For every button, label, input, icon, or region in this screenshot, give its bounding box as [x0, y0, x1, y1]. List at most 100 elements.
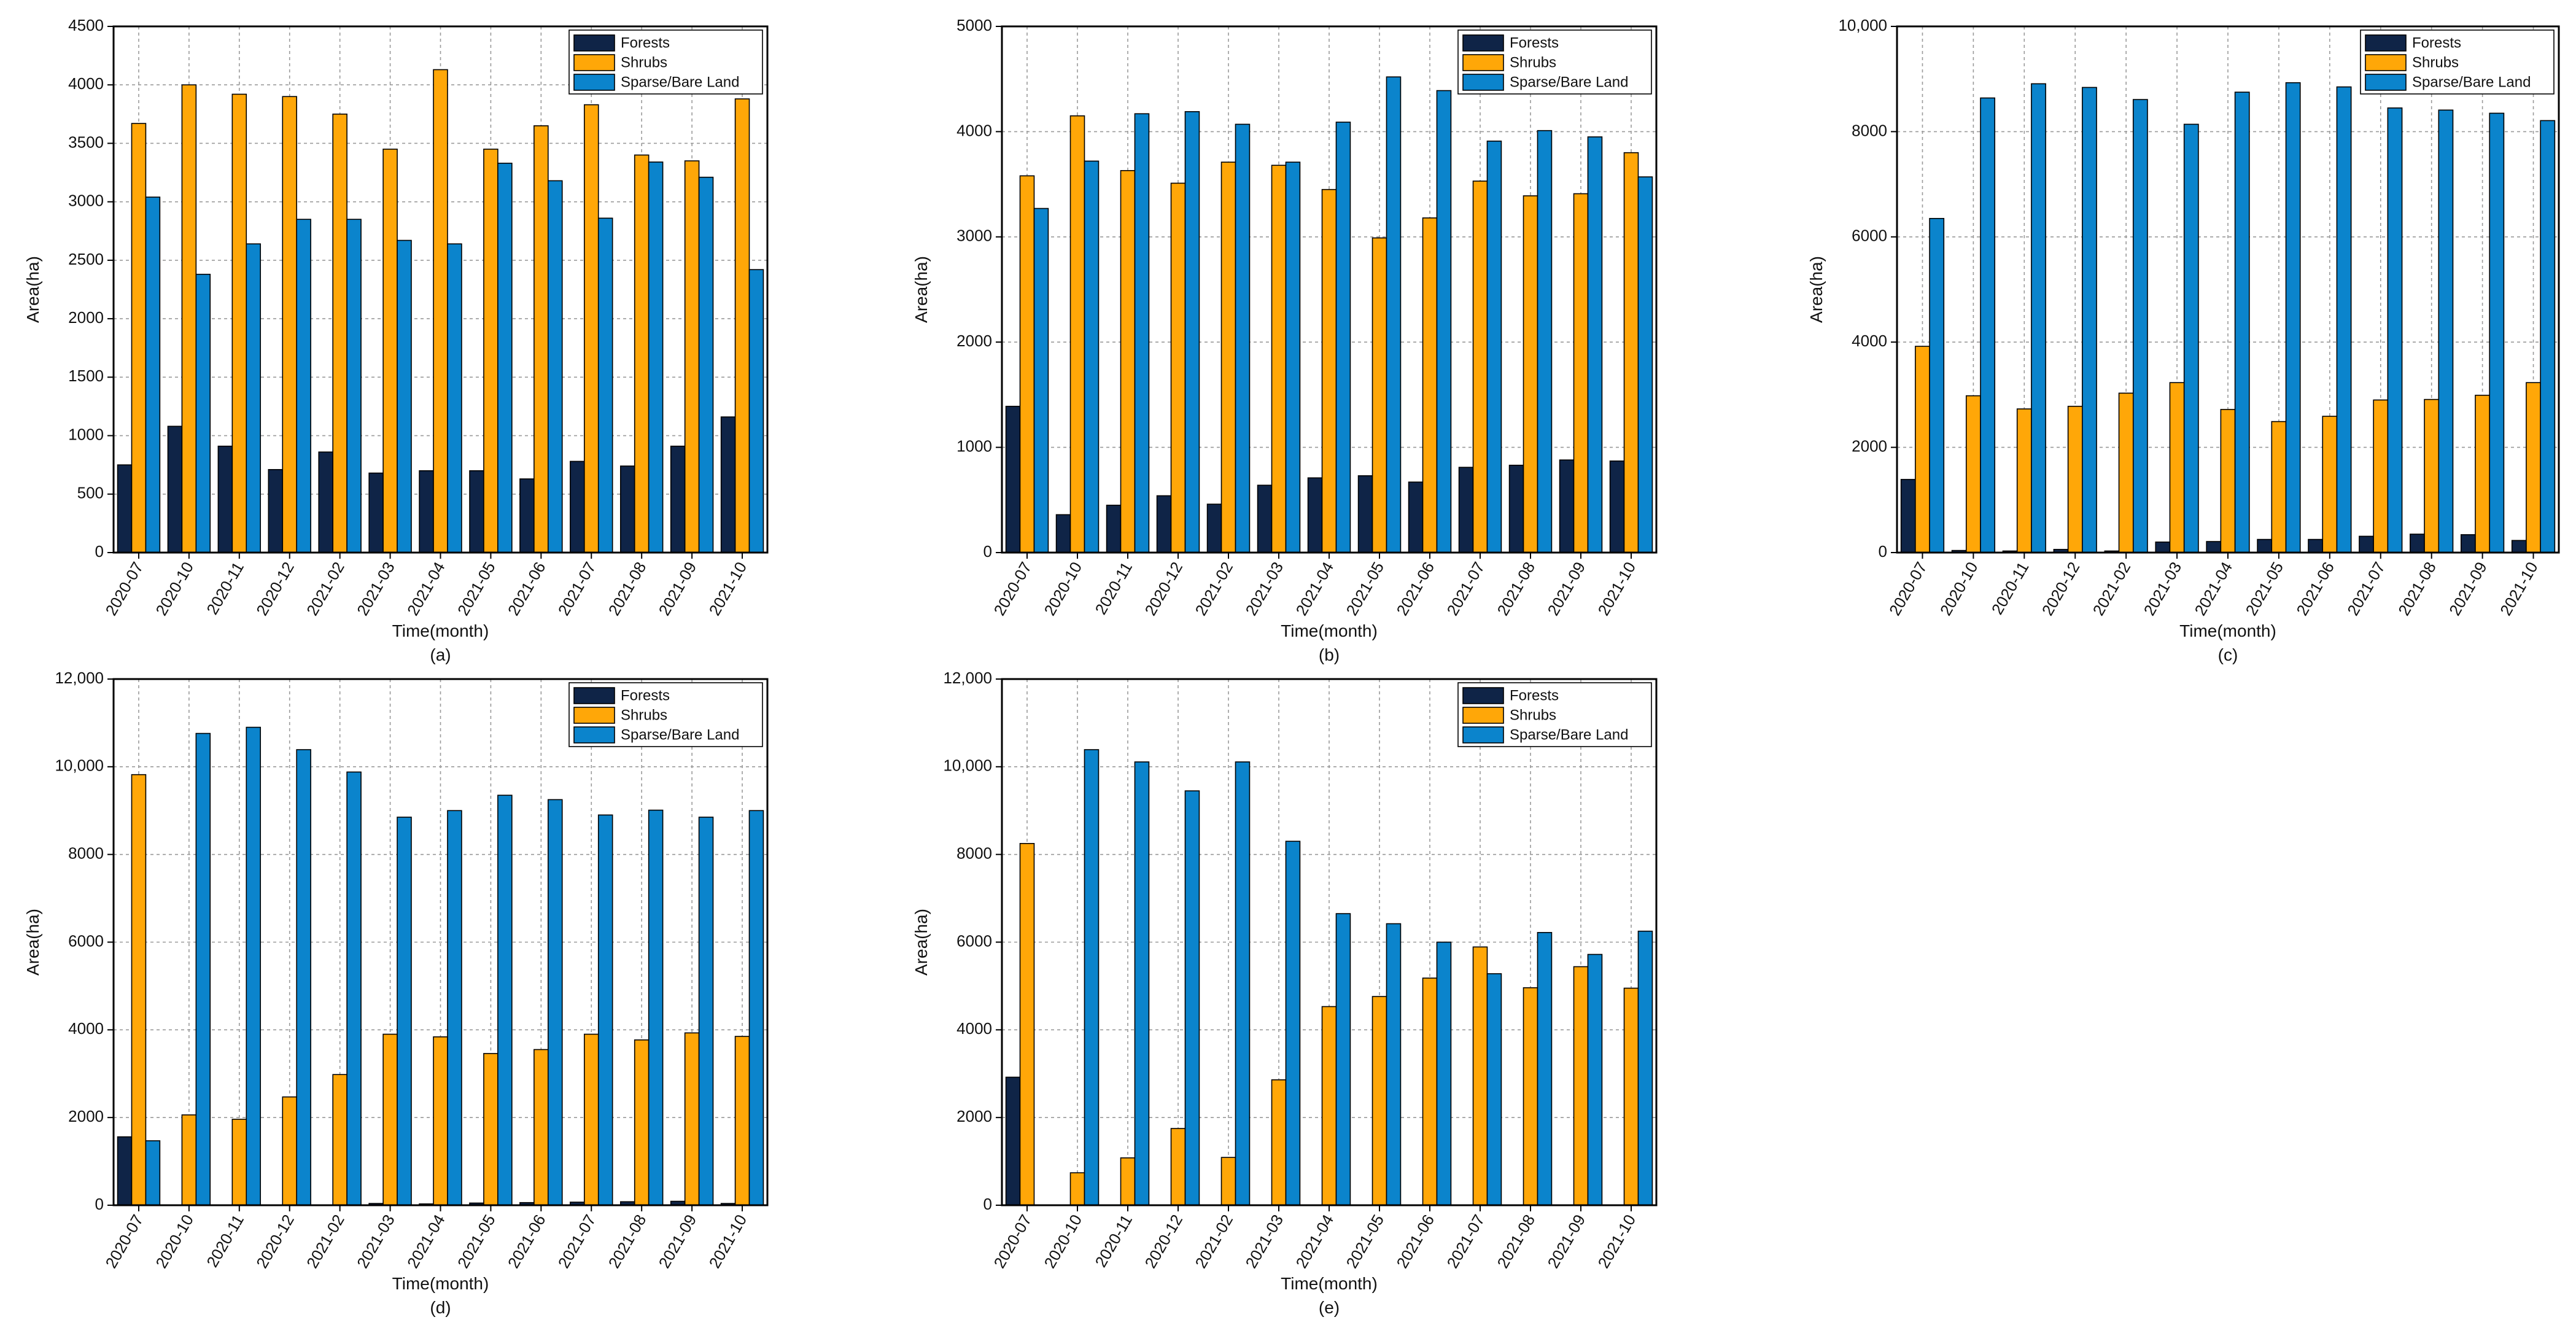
legend-swatch-forests — [573, 34, 615, 52]
bar-forests — [1005, 1076, 1021, 1206]
panel-label: (e) — [1319, 1298, 1340, 1317]
legend-swatch-shrubs — [2365, 54, 2407, 71]
bar-sparse-bare-land — [1637, 176, 1653, 553]
x-tick-label: 2020-11 — [203, 1211, 247, 1270]
bar-forests — [1458, 467, 1474, 553]
bar-sparse-bare-land — [1436, 90, 1452, 553]
y-axis-label: Area(ha) — [23, 256, 42, 323]
bar-sparse-bare-land — [1084, 160, 1100, 553]
legend-label-shrubs: Shrubs — [1510, 707, 1556, 723]
bar-forests — [217, 445, 233, 553]
panel-label: (d) — [430, 1298, 451, 1317]
bar-shrubs — [1523, 195, 1538, 553]
bar-sparse-bare-land — [1486, 973, 1502, 1206]
y-tick-label: 4500 — [68, 16, 104, 34]
x-tick-label: 2021-04 — [2191, 559, 2237, 619]
x-tick-label: 2020-12 — [1141, 1211, 1187, 1272]
y-tick-label: 8000 — [956, 844, 992, 863]
bar-shrubs — [1019, 843, 1035, 1206]
bar-sparse-bare-land — [1235, 761, 1251, 1206]
x-tick-label: 2020-11 — [203, 559, 247, 618]
bar-shrubs — [1472, 181, 1488, 553]
bar-shrubs — [1371, 237, 1387, 553]
bar-sparse-bare-land — [748, 810, 764, 1206]
legend-label-sparse-bare-land: Sparse/Bare Land — [1510, 726, 1628, 743]
x-tick-label: 2021-02 — [303, 1211, 348, 1272]
y-tick-label: 1000 — [68, 425, 104, 443]
bar-shrubs — [2169, 382, 2185, 553]
x-tick-label: 2020-07 — [1885, 559, 1931, 619]
bar-sparse-bare-land — [1134, 113, 1150, 553]
bar-sparse-bare-land — [346, 771, 362, 1206]
bar-forests — [2460, 534, 2476, 553]
y-tick-label: 4000 — [1852, 332, 1887, 350]
legend-swatch-forests — [1462, 687, 1504, 704]
x-tick-label: 2021-09 — [655, 559, 700, 619]
legend-swatch-forests — [2365, 34, 2407, 52]
bar-shrubs — [1573, 966, 1589, 1206]
bar-sparse-bare-land — [145, 196, 161, 553]
y-tick-label: 6000 — [68, 931, 104, 950]
y-tick-label: 4000 — [956, 1019, 992, 1038]
bar-sparse-bare-land — [648, 161, 664, 553]
bar-shrubs — [1120, 1157, 1136, 1206]
y-axis-label: Area(ha) — [1807, 256, 1826, 323]
bar-sparse-bare-land — [246, 243, 262, 553]
legend-swatch-forests — [573, 687, 615, 704]
bar-shrubs — [634, 1039, 650, 1206]
x-tick-label: 2020-11 — [1091, 1211, 1136, 1270]
bar-sparse-bare-land — [2438, 109, 2454, 553]
panel-label: (b) — [1319, 645, 1340, 664]
bar-forests — [368, 472, 384, 553]
x-tick-label: 2021-08 — [2394, 559, 2440, 619]
bar-shrubs — [1321, 188, 1337, 553]
bar-sparse-bare-land — [698, 817, 714, 1206]
y-tick-label: 10,000 — [943, 756, 992, 775]
y-tick-label: 10,000 — [1838, 16, 1887, 34]
bar-forests — [1106, 505, 1122, 553]
x-tick-label: 2021-10 — [705, 559, 751, 619]
y-tick-label: 2000 — [1852, 437, 1887, 455]
legend-label-shrubs: Shrubs — [2412, 54, 2459, 71]
bar-shrubs — [2526, 382, 2541, 553]
bar-sparse-bare-land — [1285, 841, 1301, 1206]
y-tick-label: 0 — [95, 542, 104, 561]
y-tick-label: 2000 — [956, 1107, 992, 1125]
x-tick-label: 2021-09 — [1544, 1211, 1589, 1272]
bar-shrubs — [231, 1119, 247, 1206]
x-tick-label: 2021-07 — [554, 559, 600, 619]
x-tick-label: 2020-12 — [252, 559, 298, 619]
bar-forests — [268, 468, 284, 553]
bar-sparse-bare-land — [2234, 91, 2250, 553]
bar-sparse-bare-land — [2082, 87, 2097, 553]
bar-forests — [1206, 503, 1222, 553]
x-tick-label: 2021-10 — [2496, 559, 2542, 619]
y-tick-label: 6000 — [956, 931, 992, 950]
x-tick-label: 2021-04 — [403, 559, 449, 619]
x-tick-label: 2020-07 — [990, 1211, 1036, 1272]
legend-swatch-shrubs — [1462, 54, 1504, 71]
legend: Forests Shrubs Sparse/Bare Land — [1457, 682, 1652, 747]
bar-forests — [1559, 459, 1575, 553]
bar-sparse-bare-land — [195, 273, 211, 553]
bar-shrubs — [1271, 1079, 1287, 1206]
bar-shrubs — [131, 774, 147, 1206]
x-tick-label: 2021-08 — [605, 559, 650, 619]
bar-sparse-bare-land — [698, 176, 714, 553]
bar-forests — [1307, 477, 1323, 553]
bar-shrubs — [1271, 165, 1287, 553]
x-tick-label: 2021-08 — [605, 1211, 650, 1272]
x-tick-label: 2020-07 — [101, 559, 147, 619]
bar-sparse-bare-land — [2336, 86, 2352, 553]
y-tick-label: 0 — [1879, 542, 1887, 561]
bar-forests — [167, 425, 183, 553]
y-tick-label: 3500 — [68, 133, 104, 151]
x-tick-label: 2020-12 — [252, 1211, 298, 1272]
legend: Forests Shrubs Sparse/Bare Land — [2360, 29, 2555, 95]
x-tick-label: 2021-06 — [1393, 1211, 1438, 1272]
bar-shrubs — [282, 1096, 297, 1206]
bar-shrubs — [332, 114, 347, 553]
x-tick-label: 2020-11 — [1988, 559, 2033, 618]
legend-label-shrubs: Shrubs — [621, 707, 667, 723]
